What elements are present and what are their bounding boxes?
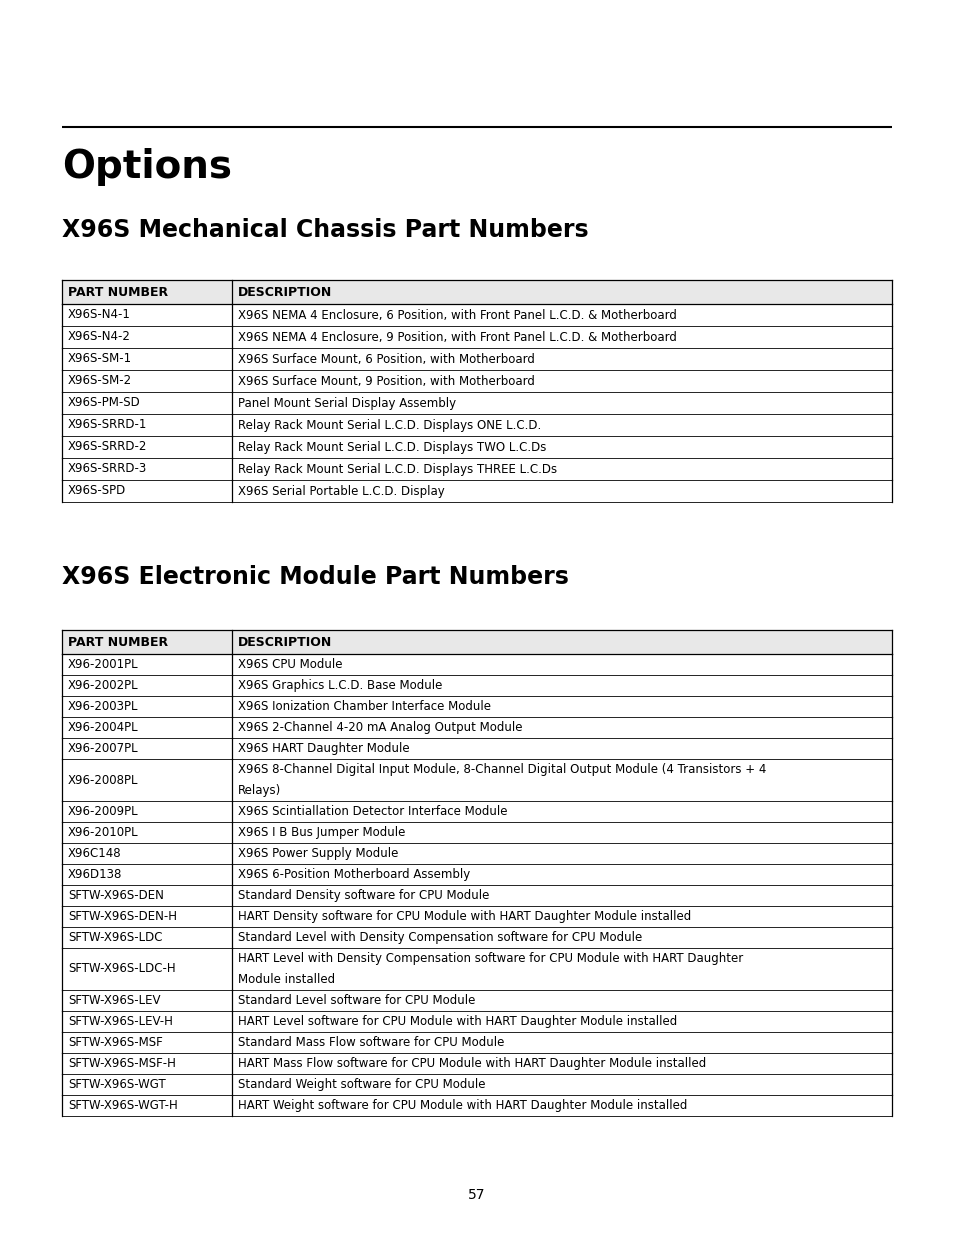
Text: Relays): Relays) — [238, 784, 281, 797]
Text: X96S-SRRD-1: X96S-SRRD-1 — [68, 419, 147, 431]
Text: X96S Ionization Chamber Interface Module: X96S Ionization Chamber Interface Module — [238, 700, 491, 713]
Text: Standard Weight software for CPU Module: Standard Weight software for CPU Module — [238, 1078, 485, 1091]
Text: SFTW-X96S-LEV: SFTW-X96S-LEV — [68, 994, 160, 1007]
Text: X96S-SPD: X96S-SPD — [68, 484, 126, 498]
Text: X96-2003PL: X96-2003PL — [68, 700, 138, 713]
Text: 57: 57 — [468, 1188, 485, 1202]
Text: X96S HART Daughter Module: X96S HART Daughter Module — [238, 742, 410, 755]
Text: X96-2001PL: X96-2001PL — [68, 658, 138, 671]
Text: X96S NEMA 4 Enclosure, 6 Position, with Front Panel L.C.D. & Motherboard: X96S NEMA 4 Enclosure, 6 Position, with … — [238, 309, 677, 321]
Text: X96S-SRRD-3: X96S-SRRD-3 — [68, 462, 147, 475]
Text: X96S-N4-1: X96S-N4-1 — [68, 309, 131, 321]
Text: SFTW-X96S-MSF-H: SFTW-X96S-MSF-H — [68, 1057, 175, 1070]
Text: PART NUMBER: PART NUMBER — [68, 636, 168, 648]
Text: X96S 8-Channel Digital Input Module, 8-Channel Digital Output Module (4 Transist: X96S 8-Channel Digital Input Module, 8-C… — [238, 763, 765, 776]
Bar — [62, 630, 891, 655]
Text: SFTW-X96S-DEN-H: SFTW-X96S-DEN-H — [68, 910, 177, 923]
Text: X96S Scintiallation Detector Interface Module: X96S Scintiallation Detector Interface M… — [238, 805, 507, 818]
Text: X96-2009PL: X96-2009PL — [68, 805, 138, 818]
Text: Standard Level with Density Compensation software for CPU Module: Standard Level with Density Compensation… — [238, 931, 641, 944]
Text: Standard Mass Flow software for CPU Module: Standard Mass Flow software for CPU Modu… — [238, 1036, 504, 1049]
Text: SFTW-X96S-WGT: SFTW-X96S-WGT — [68, 1078, 166, 1091]
Text: X96S-PM-SD: X96S-PM-SD — [68, 396, 141, 410]
Text: X96S Electronic Module Part Numbers: X96S Electronic Module Part Numbers — [62, 564, 568, 589]
Text: X96S CPU Module: X96S CPU Module — [238, 658, 342, 671]
Text: X96S 2-Channel 4-20 mA Analog Output Module: X96S 2-Channel 4-20 mA Analog Output Mod… — [238, 721, 522, 734]
Text: DESCRIPTION: DESCRIPTION — [238, 285, 332, 299]
Text: X96S NEMA 4 Enclosure, 9 Position, with Front Panel L.C.D. & Motherboard: X96S NEMA 4 Enclosure, 9 Position, with … — [238, 331, 677, 343]
Text: SFTW-X96S-WGT-H: SFTW-X96S-WGT-H — [68, 1099, 177, 1112]
Text: Standard Density software for CPU Module: Standard Density software for CPU Module — [238, 889, 489, 902]
Text: X96S-SRRD-2: X96S-SRRD-2 — [68, 441, 147, 453]
Text: X96-2010PL: X96-2010PL — [68, 826, 138, 839]
Text: X96S Serial Portable L.C.D. Display: X96S Serial Portable L.C.D. Display — [238, 484, 444, 498]
Text: Panel Mount Serial Display Assembly: Panel Mount Serial Display Assembly — [238, 396, 456, 410]
Text: DESCRIPTION: DESCRIPTION — [238, 636, 332, 648]
Text: X96S I B Bus Jumper Module: X96S I B Bus Jumper Module — [238, 826, 405, 839]
Text: SFTW-X96S-LDC: SFTW-X96S-LDC — [68, 931, 162, 944]
Bar — [62, 280, 891, 304]
Text: X96S Graphics L.C.D. Base Module: X96S Graphics L.C.D. Base Module — [238, 679, 442, 692]
Text: X96-2007PL: X96-2007PL — [68, 742, 138, 755]
Text: HART Mass Flow software for CPU Module with HART Daughter Module installed: HART Mass Flow software for CPU Module w… — [238, 1057, 705, 1070]
Text: Relay Rack Mount Serial L.C.D. Displays TWO L.C.Ds: Relay Rack Mount Serial L.C.D. Displays … — [238, 441, 546, 453]
Text: SFTW-X96S-DEN: SFTW-X96S-DEN — [68, 889, 164, 902]
Text: HART Level with Density Compensation software for CPU Module with HART Daughter: HART Level with Density Compensation sof… — [238, 952, 742, 965]
Text: X96S Surface Mount, 9 Position, with Motherboard: X96S Surface Mount, 9 Position, with Mot… — [238, 374, 535, 388]
Text: Module installed: Module installed — [238, 973, 335, 986]
Text: X96S-N4-2: X96S-N4-2 — [68, 331, 131, 343]
Text: HART Weight software for CPU Module with HART Daughter Module installed: HART Weight software for CPU Module with… — [238, 1099, 687, 1112]
Text: SFTW-X96S-LEV-H: SFTW-X96S-LEV-H — [68, 1015, 172, 1028]
Text: HART Density software for CPU Module with HART Daughter Module installed: HART Density software for CPU Module wit… — [238, 910, 691, 923]
Text: X96S-SM-2: X96S-SM-2 — [68, 374, 132, 388]
Text: X96S 6-Position Motherboard Assembly: X96S 6-Position Motherboard Assembly — [238, 868, 470, 881]
Text: X96-2008PL: X96-2008PL — [68, 773, 138, 787]
Text: X96-2002PL: X96-2002PL — [68, 679, 138, 692]
Text: X96S Surface Mount, 6 Position, with Motherboard: X96S Surface Mount, 6 Position, with Mot… — [238, 352, 535, 366]
Text: X96C148: X96C148 — [68, 847, 121, 860]
Text: Relay Rack Mount Serial L.C.D. Displays ONE L.C.D.: Relay Rack Mount Serial L.C.D. Displays … — [238, 419, 541, 431]
Text: SFTW-X96S-MSF: SFTW-X96S-MSF — [68, 1036, 163, 1049]
Text: HART Level software for CPU Module with HART Daughter Module installed: HART Level software for CPU Module with … — [238, 1015, 677, 1028]
Text: X96S Power Supply Module: X96S Power Supply Module — [238, 847, 398, 860]
Text: X96S Mechanical Chassis Part Numbers: X96S Mechanical Chassis Part Numbers — [62, 219, 588, 242]
Text: X96-2004PL: X96-2004PL — [68, 721, 138, 734]
Text: X96D138: X96D138 — [68, 868, 122, 881]
Text: SFTW-X96S-LDC-H: SFTW-X96S-LDC-H — [68, 962, 175, 976]
Text: PART NUMBER: PART NUMBER — [68, 285, 168, 299]
Text: X96S-SM-1: X96S-SM-1 — [68, 352, 132, 366]
Text: Standard Level software for CPU Module: Standard Level software for CPU Module — [238, 994, 475, 1007]
Text: Options: Options — [62, 148, 232, 186]
Text: Relay Rack Mount Serial L.C.D. Displays THREE L.C.Ds: Relay Rack Mount Serial L.C.D. Displays … — [238, 462, 557, 475]
